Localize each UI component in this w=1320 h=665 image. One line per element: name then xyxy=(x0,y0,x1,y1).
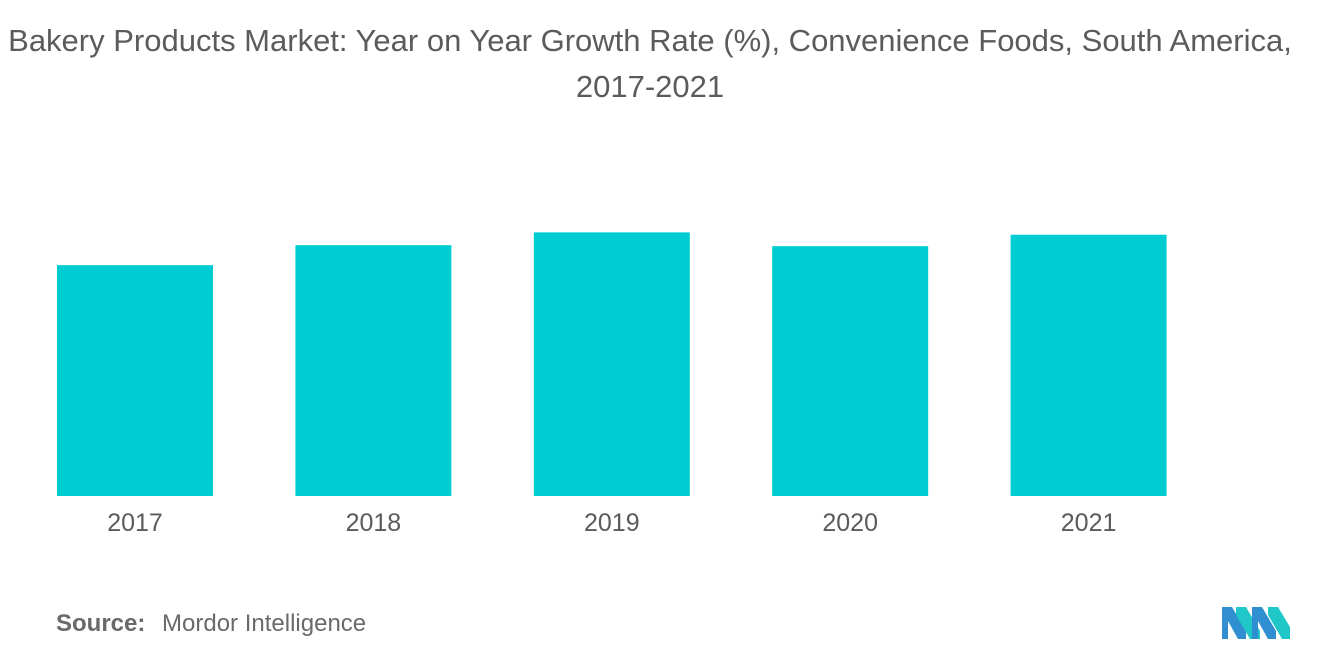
chart-title: Bakery Products Market: Year on Year Gro… xyxy=(0,18,1300,110)
x-tick-label-2017: 2017 xyxy=(107,509,163,537)
chart-title-line-2: 2017-2021 xyxy=(575,69,725,104)
bar-2017 xyxy=(57,265,213,496)
bar-2021 xyxy=(1010,234,1167,496)
mordor-intelligence-logo-icon xyxy=(1222,607,1290,639)
bar-2018 xyxy=(295,245,452,496)
chart-title-line-1: Bakery Products Market: Year on Year Gro… xyxy=(8,23,1292,58)
x-tick-label-2018: 2018 xyxy=(346,509,402,537)
bar-2020 xyxy=(772,246,929,496)
bar-2019 xyxy=(533,232,690,496)
source-note: Source: Mordor Intelligence xyxy=(56,610,366,638)
source-label: Source: xyxy=(56,610,146,637)
x-tick-label-2021: 2021 xyxy=(1061,509,1117,537)
x-tick-label-2019: 2019 xyxy=(584,509,640,537)
x-tick-label-2020: 2020 xyxy=(822,509,878,537)
source-text: Mordor Intelligence xyxy=(162,610,367,637)
